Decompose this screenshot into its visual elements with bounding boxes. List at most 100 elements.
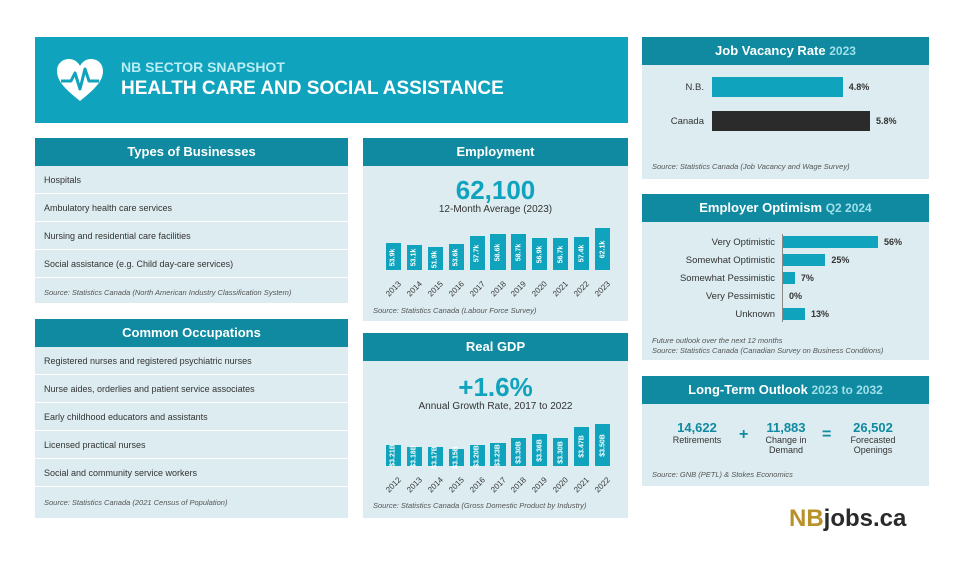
vacancy-title: Job Vacancy Rate [715,43,826,58]
employment-tick-label: 2019 [509,279,529,299]
occupation-item: Social and community service workers [35,459,348,487]
gdp-bar: $3.18B [406,445,422,469]
optimism-period: Q2 2024 [825,201,872,215]
gdp-bar-label: $3.30B [515,441,523,464]
gdp-big: +1.6% [458,372,533,402]
occupation-item: Nurse aides, orderlies and patient servi… [35,375,348,403]
employment-bar-label: 56.9k [536,245,544,264]
employment-bar: 58.7k [511,234,527,270]
optimism-value: 56% [884,236,903,247]
openings-value: 26,502 [853,420,893,435]
gdp-tick-label: 2015 [446,475,466,495]
optimism-bar [783,236,878,248]
employment-bar: 53.9k [385,243,401,270]
gdp-bar-label: $3.18B [410,445,418,469]
gdp-bar: $3.21B [385,444,401,468]
vacancy-value: 5.8% [876,115,897,126]
gdp-bar: $3.30B [511,438,527,466]
optimism-value: 0% [789,290,803,301]
optimism-bar [783,272,795,284]
employment-tick-label: 2014 [404,279,424,299]
optimism-label: Very Optimistic [711,236,775,248]
gdp-tick-label: 2016 [467,475,487,495]
employment-tick-label: 2023 [593,279,613,299]
vacancy-source: Source: Statistics Canada (Job Vacancy a… [652,162,850,171]
optimism-label: Somewhat Optimistic [685,254,775,266]
gdp-tick-label: 2019 [530,475,550,495]
outlook-panel: Long-Term Outlook 2023 to 2032 14,622 Re… [642,376,929,486]
openings-label-2: Openings [853,445,893,455]
employment-bar-label: 58.6k [494,243,502,262]
gdp-bar-label: $3.47B [578,435,586,459]
gdp-bar-label: $3.21B [389,444,397,468]
employment-source: Source: Statistics Canada (Labour Force … [373,306,537,315]
employment-bar-label: 53.9k [389,248,397,266]
gdp-tick-label: 2013 [404,475,424,495]
employment-bar: 56.7k [553,237,569,270]
types-title: Types of Businesses [35,138,348,166]
employment-bar: 57.7k [469,236,485,270]
vacancy-label: N.B. [685,81,704,93]
gdp-bar-label: $3.36B [536,439,544,462]
change-value: 11,883 [766,420,806,435]
gdp-tick-label: 2017 [488,475,508,495]
gdp-bar-label: $3.50B [599,434,607,458]
optimism-value: 25% [831,254,850,265]
plus-sign: + [739,426,749,443]
vacancy-value: 4.8% [848,81,870,92]
employment-tick-label: 2020 [530,279,550,299]
logo-nb: NB [789,505,824,532]
vacancy-bar [712,111,870,131]
outlook-title: Long-Term Outlook [688,382,808,397]
gdp-bar: $3.17B [427,445,443,469]
employment-bar: 53.6k [448,243,464,270]
occupations-panel: Common Occupations Registered nurses and… [35,319,348,518]
gdp-bar-label: $3.15B [452,446,460,470]
optimism-label: Somewhat Pessimistic [679,272,775,284]
occupation-item: Registered nurses and registered psychia… [35,347,348,375]
gdp-tick-label: 2018 [509,475,529,495]
equals-sign: = [822,426,832,443]
gdp-tick-label: 2022 [593,475,613,495]
employment-tick-label: 2022 [572,279,592,299]
optimism-bar [783,254,826,266]
optimism-chart: Very Optimistic 56% Somewhat Optimistic 25%… [642,234,929,326]
optimism-value: 13% [811,308,830,319]
employment-bar-label: 56.7k [557,245,565,264]
retirements-block: 14,622 Retirements [662,420,732,445]
employment-bar: 58.6k [490,234,506,270]
employment-tick-label: 2016 [446,279,466,299]
gdp-sub: Annual Growth Rate, 2017 to 2022 [418,401,573,412]
business-type-item: Ambulatory health care services [35,194,348,222]
employment-bar: 62.1k [595,227,611,270]
types-panel: Types of Businesses Hospitals Ambulatory … [35,138,348,303]
gdp-tick-label: 2012 [384,475,403,495]
nbjobs-logo[interactable]: NBjobs.ca [789,505,906,533]
gdp-bar-label: $3.30B [557,441,565,464]
employment-panel: Employment 62,100 12-Month Average (2023… [363,138,628,321]
optimism-value: 7% [800,272,814,283]
openings-label-1: Forecasted [850,435,896,445]
employment-tick-label: 2021 [551,279,571,299]
occupation-item: Early childhood educators and assistants [35,403,348,431]
gdp-bar: $3.36B [532,434,548,466]
employment-tick-label: 2013 [384,279,403,299]
gdp-bar-label: $3.17B [431,445,439,469]
retirements-value: 14,622 [677,420,717,435]
business-type-item: Social assistance (e.g. Child day-care s… [35,250,348,278]
occupations-source: Source: Statistics Canada (2021 Census o… [44,498,228,507]
gdp-tick-label: 2020 [551,475,571,495]
gdp-bar-label: $3.23B [494,443,502,467]
vacancy-year: 2023 [829,44,856,58]
vacancy-bar [712,77,843,97]
gdp-title: Real GDP [363,333,628,361]
employment-sub: 12-Month Average (2023) [438,204,553,215]
gdp-bar: $3.15B [448,447,464,469]
optimism-panel: Employer Optimism Q2 2024 Very Optimisti… [642,194,929,360]
gdp-bar-label: $3.20B [473,444,481,468]
outlook-period: 2023 to 2032 [811,383,883,397]
optimism-note: Future outlook over the next 12 months [652,336,783,345]
change-block: 11,883 Change in Demand [754,420,818,455]
logo-rest: jobs.ca [823,505,907,532]
outlook-header: Long-Term Outlook 2023 to 2032 [642,376,929,404]
